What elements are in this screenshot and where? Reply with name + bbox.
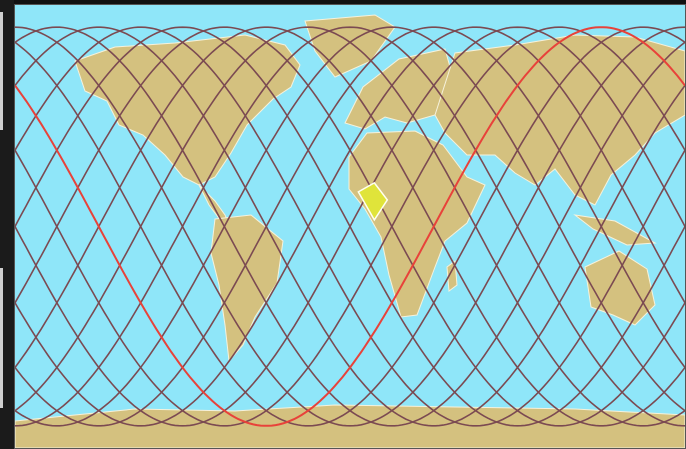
land-south-america	[210, 214, 284, 363]
ground-track	[15, 26, 685, 427]
land-madagascar	[446, 260, 458, 292]
ground-track	[15, 26, 685, 427]
panel-edge-bottom	[0, 268, 3, 408]
ground-tracks	[15, 26, 685, 427]
left-panel-strip	[0, 0, 14, 449]
panel-edge-top	[0, 12, 3, 130]
ground-track	[15, 26, 685, 427]
ground-track	[15, 26, 685, 427]
ground-track	[15, 26, 685, 427]
ground-track	[15, 26, 685, 427]
land-indonesia	[573, 214, 657, 246]
ground-track	[15, 26, 685, 427]
land-asia	[434, 34, 685, 206]
ground-track	[15, 26, 685, 427]
map-frame	[14, 4, 686, 449]
land-africa	[348, 130, 486, 318]
current-orbit-track	[15, 26, 685, 427]
world-map-ground-track[interactable]	[15, 5, 685, 448]
continents	[15, 14, 685, 448]
coverage-marker[interactable]	[357, 181, 389, 222]
